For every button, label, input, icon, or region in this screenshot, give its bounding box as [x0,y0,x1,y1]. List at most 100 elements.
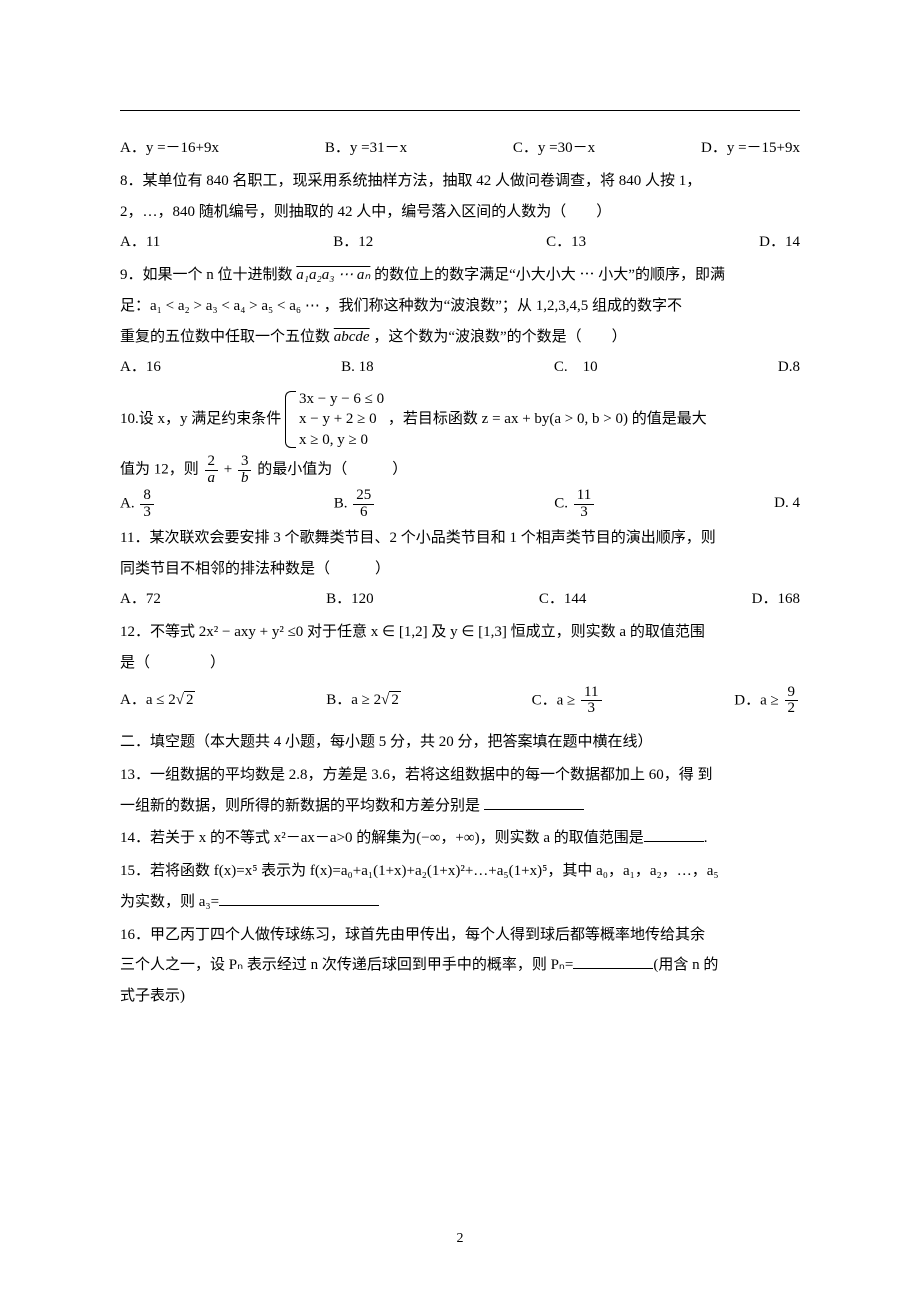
q16-l2-pre: 三个人之一，设 Pₙ 表示经过 n 次传递后球回到甲手中的概率，则 Pₙ= [120,957,573,973]
q10-b-n: 25 [353,488,374,505]
q9-l3-pre: 重复的五位数中任取一个五位数 [120,329,334,345]
q13-l2-pre: 一组新的数据，则所得的新数据的平均数和方差分别是 [120,798,484,814]
q9: 9．如果一个 n 位十进制数 a₁a₂a₃ ⋯ aₙ 的数位上的数字满足“小大小… [120,260,800,383]
q10-l1-pre: 10.设 x，y 满足约束条件 [120,411,285,427]
q9-option-a: A．16 [120,352,161,383]
q9-option-c: C. 10 [554,352,598,383]
q14-post: . [704,830,708,846]
q10-option-a: A. 83 [120,488,156,521]
q16-l2: 三个人之一，设 Pₙ 表示经过 n 次传递后球回到甲手中的概率，则 Pₙ= (用含… [120,950,800,981]
q12-option-d: D．a ≥ 92 [734,685,800,718]
q9-line1: 9．如果一个 n 位十进制数 a₁a₂a₃ ⋯ aₙ 的数位上的数字满足“小大小… [120,260,800,291]
q8-options: A．11 B．12 C．13 D．14 [120,227,800,258]
q7-option-b: B．y =31－x [325,133,407,164]
q11-stem-1: 11．某次联欢会要安排 3 个歌舞类节目、2 个小品类节目和 1 个相声类节目的… [120,523,800,554]
q12-option-b: B．a ≥ 2√2 [326,685,401,718]
q10-option-d: D. 4 [774,488,800,521]
q13-l1: 13．一组数据的平均数是 2.8，方差是 3.6，若将这组数据中的每一个数据都加… [120,760,800,791]
q16: 16．甲乙丙丁四个人做传球练习，球首先由甲传出，每个人得到球后都等概率地传给其余… [120,920,800,1012]
q10-sys1: 3x − y − 6 ≤ 0 [299,389,384,409]
q10-l2-pre: 值为 12，则 [120,461,203,477]
q12-stem-2: 是（ ） [120,648,800,679]
q10-c-label: C. [554,496,568,512]
q8-stem-1: 8．某单位有 840 名职工，现采用系统抽样方法，抽取 42 人做问卷调查，将 … [120,166,800,197]
q12-a-rad: 2 [184,691,196,708]
q7-option-a: A．y =－16+9x [120,133,219,164]
q10-f1d: a [205,471,219,487]
q16-blank [573,955,653,970]
q10-b-label: B. [334,496,348,512]
q10-frac2: 3b [238,454,252,487]
q7-options: A．y =－16+9x B．y =31－x C．y =30－x D．y =－15… [120,133,800,164]
q10-f1n: 2 [205,454,219,471]
q10-system: 3x − y − 6 ≤ 0 x − y + 2 ≥ 0 x ≥ 0, y ≥ … [285,389,384,450]
q9-options: A．16 B. 18 C. 10 D.8 [120,352,800,383]
q11-options: A．72 B．120 C．144 D．168 [120,584,800,615]
q14-pre: 14．若关于 x 的不等式 x²－ax－a>0 的解集为(−∞，+∞)，则实数 … [120,830,644,846]
q15-l2: 为实数，则 a₃= [120,887,800,918]
exam-page: A．y =－16+9x B．y =31－x C．y =30－x D．y =－15… [0,0,920,1302]
q10-b-d: 6 [353,505,374,521]
q10-sys2: x − y + 2 ≥ 0 [299,409,384,429]
q10-options: A. 83 B. 256 C. 113 D. 4 [120,488,800,521]
q12-d-d: 2 [785,701,799,717]
q10-a-d: 3 [140,505,154,521]
q8-stem-2: 2，…，840 随机编号，则抽取的 42 人中，编号落入区间的人数为（ ） [120,197,800,228]
q9-l1-over: a₁a₂a₃ ⋯ aₙ [296,267,370,283]
q13-blank [484,795,584,810]
q8-option-d: D．14 [759,227,800,258]
q12-stem-1: 12．不等式 2x² − axy + y² ≤0 对于任意 x ∈ [1,2] … [120,617,800,648]
q10-f2n: 3 [238,454,252,471]
section2-title: 二．填空题（本大题共 4 小题，每小题 5 分，共 20 分，把答案填在题中横在… [120,727,800,758]
page-number: 2 [0,1225,920,1254]
q8: 8．某单位有 840 名职工，现采用系统抽样方法，抽取 42 人做问卷调查，将 … [120,166,800,258]
q12-options: A．a ≤ 2√2 B．a ≥ 2√2 C．a ≥ 113 D．a ≥ 92 [120,685,800,718]
q11-option-c: C．144 [539,584,587,615]
q12-c-n: 11 [581,685,601,702]
q9-option-b: B. 18 [341,352,374,383]
q9-line3: 重复的五位数中任取一个五位数 abcde ，这个数为“波浪数”的个数是（ ） [120,322,800,353]
q15-blank [219,891,379,906]
q10-option-c: C. 113 [554,488,596,521]
q10-frac1: 2a [205,454,219,487]
q10: 10.设 x，y 满足约束条件 3x − y − 6 ≤ 0 x − y + 2… [120,389,800,521]
q11-option-b: B．120 [326,584,374,615]
q11-option-a: A．72 [120,584,161,615]
q9-l1-pre: 9．如果一个 n 位十进制数 [120,267,296,283]
q10-c-d: 3 [574,505,594,521]
q16-l3: 式子表示) [120,981,800,1012]
q10-a-n: 8 [140,488,154,505]
q12: 12．不等式 2x² − axy + y² ≤0 对于任意 x ∈ [1,2] … [120,617,800,717]
q13-l2: 一组新的数据，则所得的新数据的平均数和方差分别是 [120,791,800,822]
q14-blank [644,828,704,843]
q8-option-b: B．12 [333,227,373,258]
q10-c-n: 11 [574,488,594,505]
q10-sys3: x ≥ 0, y ≥ 0 [299,430,384,450]
q12-c-d: 3 [581,701,601,717]
q15-l1: 15．若将函数 f(x)=x⁵ 表示为 f(x)=a₀+a₁(1+x)+a₂(1… [120,856,800,887]
q10-line1: 10.设 x，y 满足约束条件 3x − y − 6 ≤ 0 x − y + 2… [120,389,800,450]
q15-l2-pre: 为实数，则 a₃= [120,894,219,910]
q16-l1: 16．甲乙丙丁四个人做传球练习，球首先由甲传出，每个人得到球后都等概率地传给其余 [120,920,800,951]
q12-option-a: A．a ≤ 2√2 [120,685,195,718]
q11: 11．某次联欢会要安排 3 个歌舞类节目、2 个小品类节目和 1 个相声类节目的… [120,523,800,615]
q9-line2: 足：a₁ < a₂ > a₃ < a₄ > a₅ < a₆ ⋯ ，我们称这种数为… [120,291,800,322]
q11-stem-2: 同类节目不相邻的排法种数是（ ） [120,554,800,585]
q8-option-a: A．11 [120,227,160,258]
q12-d-n: 9 [785,685,799,702]
q10-option-b: B. 256 [334,488,377,521]
q13: 13．一组数据的平均数是 2.8，方差是 3.6，若将这组数据中的每一个数据都加… [120,760,800,822]
q9-l1-post: 的数位上的数字满足“小大小大 ⋯ 小大”的顺序，即满 [370,267,725,283]
q10-l1-post: ，若目标函数 z = ax + by(a > 0, b > 0) 的值是最大 [388,411,707,427]
q12-b-pre: B．a ≥ 2 [326,692,381,708]
top-rule [120,110,800,111]
q11-option-d: D．168 [752,584,800,615]
q9-l3-over: abcde [334,329,370,345]
q10-l2-post: 的最小值为（ ） [257,461,407,477]
q9-option-d: D.8 [778,352,800,383]
q10-line2: 值为 12，则 2a + 3b 的最小值为（ ） [120,454,800,487]
q10-plus: + [224,461,236,477]
q16-l2-post: (用含 n 的 [653,957,718,973]
q15: 15．若将函数 f(x)=x⁵ 表示为 f(x)=a₀+a₁(1+x)+a₂(1… [120,856,800,918]
q9-l3-post: ，这个数为“波浪数”的个数是（ ） [370,329,627,345]
